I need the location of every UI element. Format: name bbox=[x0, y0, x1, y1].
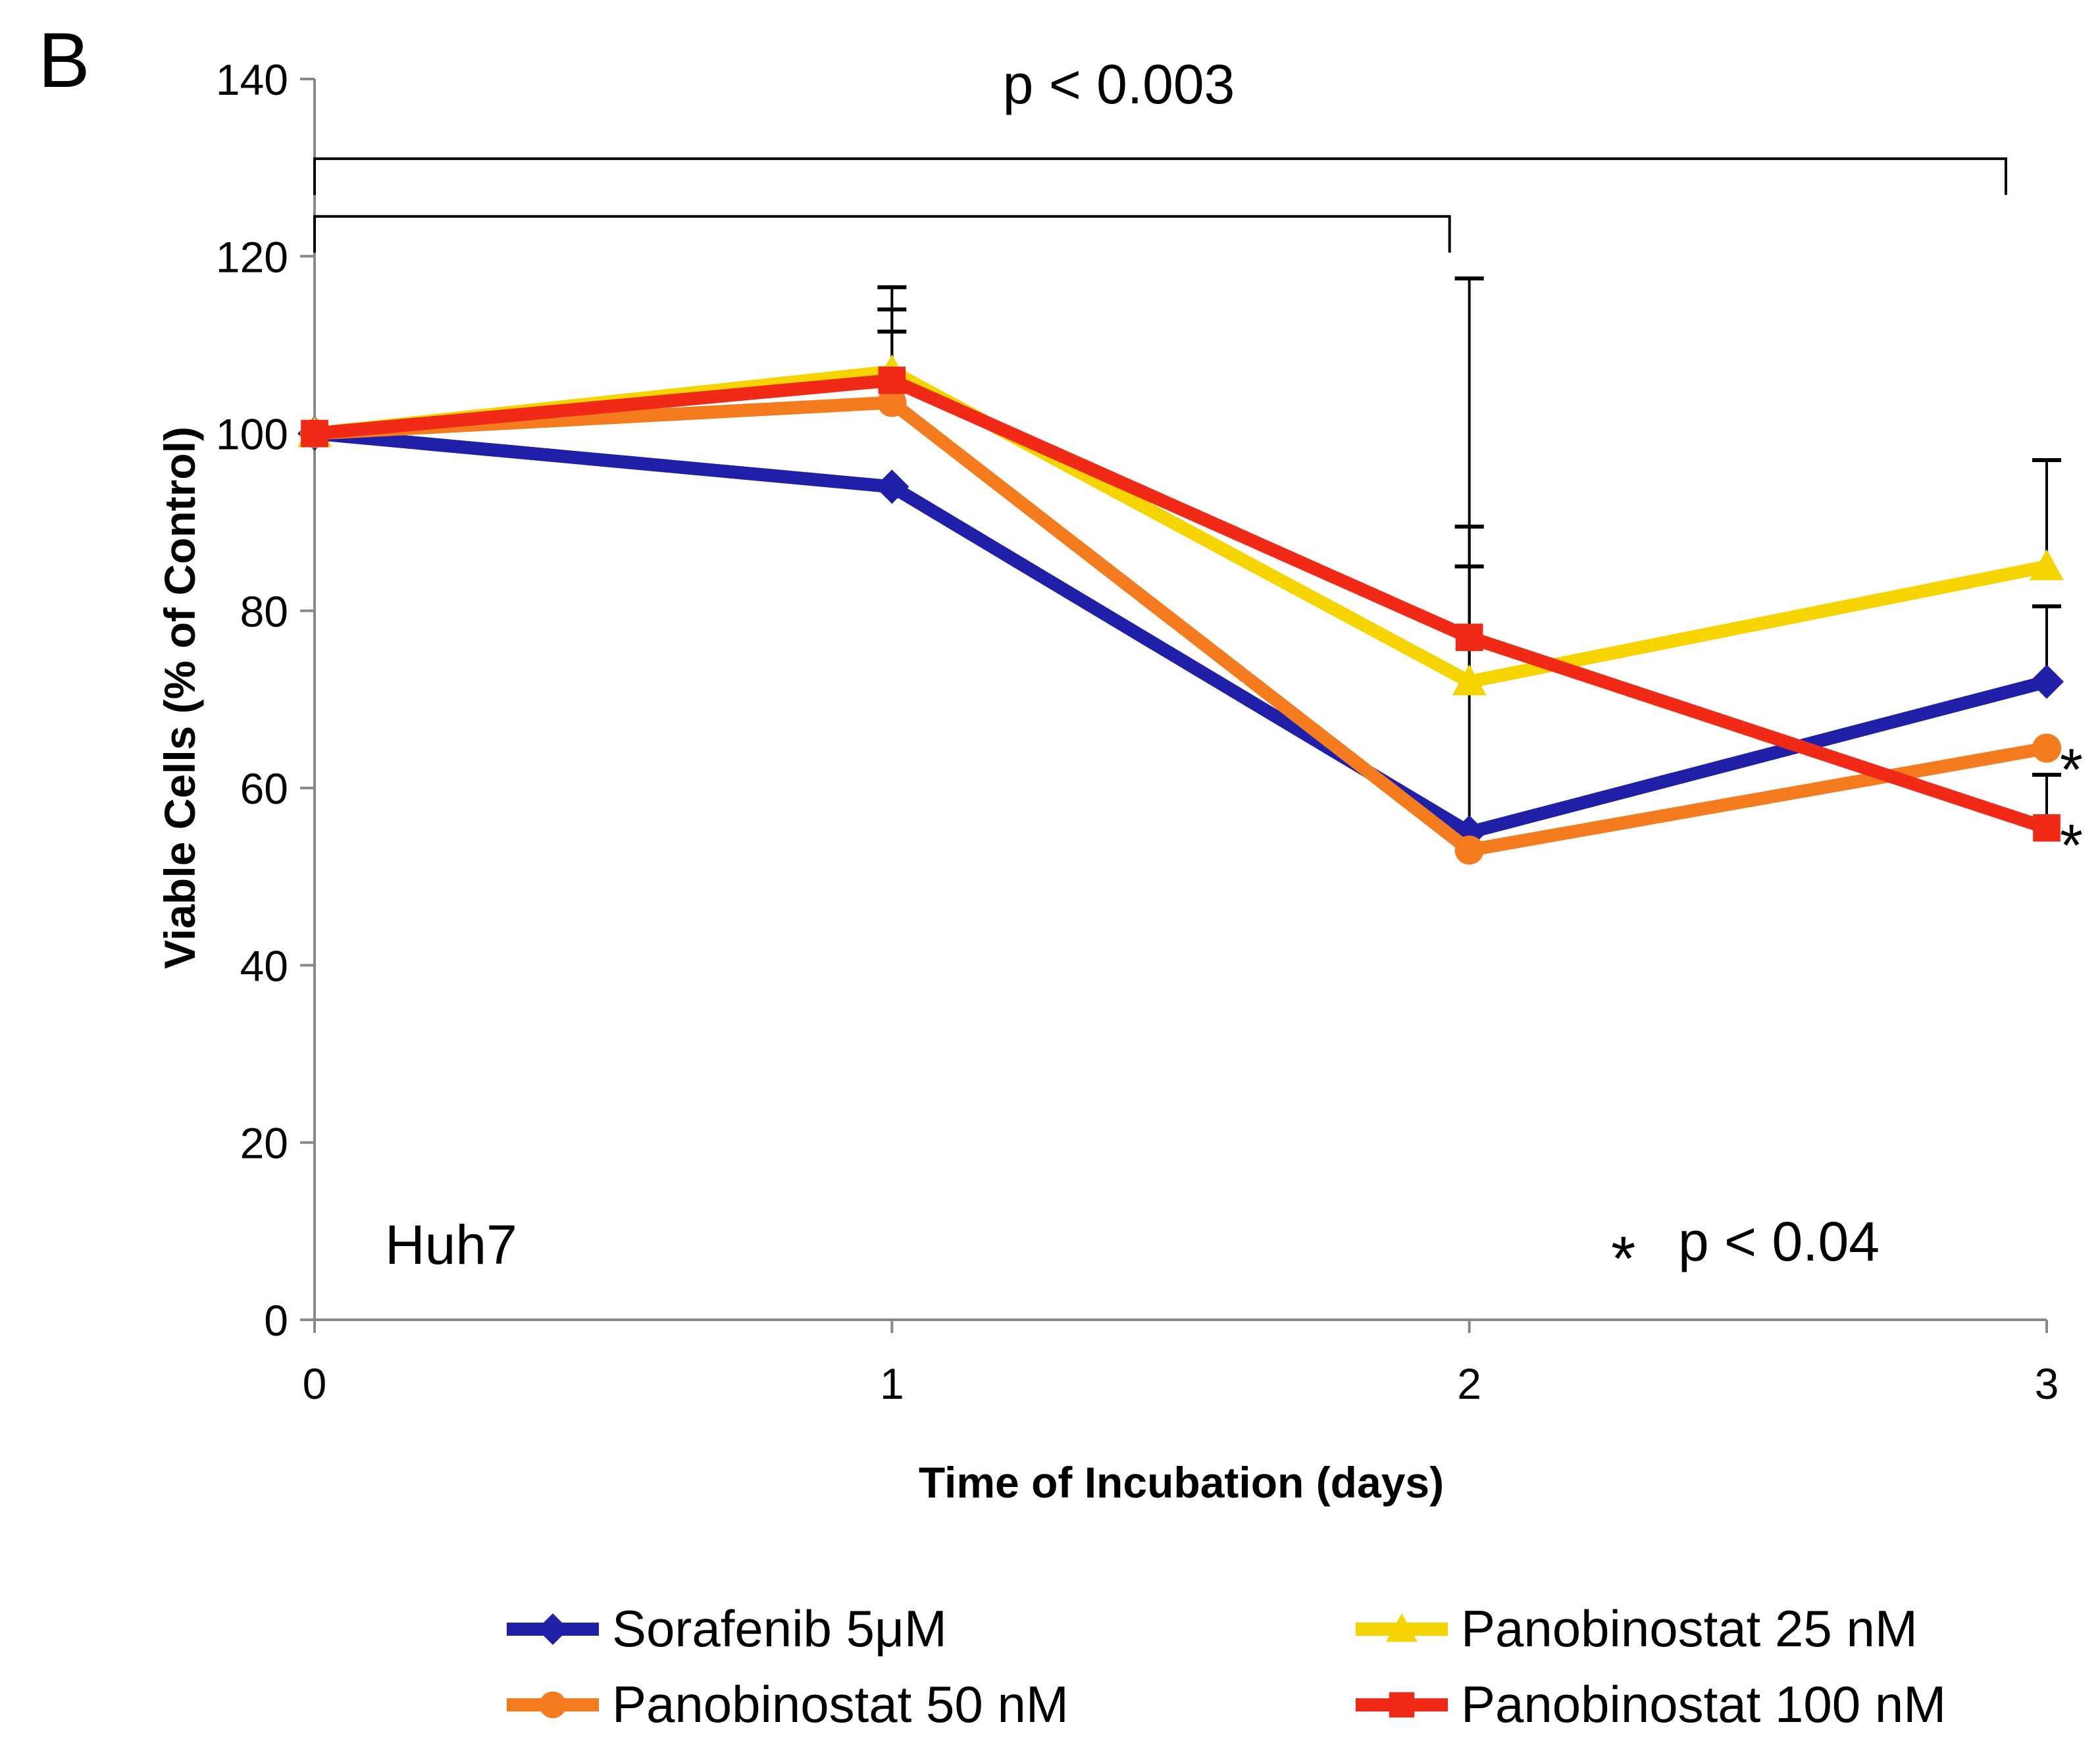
series-lines bbox=[297, 354, 2064, 865]
panel-label: B bbox=[38, 17, 90, 104]
legend-item: Panobinostat 50 nM bbox=[507, 1675, 1069, 1733]
point-marker bbox=[537, 1613, 569, 1645]
series-line bbox=[308, 373, 2053, 835]
legend-item: Panobinostat 100 nM bbox=[1356, 1675, 1946, 1733]
x-tick-label: 3 bbox=[2035, 1359, 2059, 1408]
point-marker bbox=[1452, 664, 1487, 696]
y-tick-label: 100 bbox=[216, 410, 288, 459]
y-tick-label: 140 bbox=[216, 55, 288, 104]
point-marker bbox=[1455, 623, 1483, 652]
star-day3-100nM: * bbox=[2060, 813, 2083, 879]
point-marker bbox=[2030, 549, 2064, 581]
point-marker bbox=[1386, 1613, 1418, 1642]
point-marker bbox=[1389, 1692, 1415, 1718]
bracket-0 bbox=[313, 157, 2007, 196]
point-marker bbox=[878, 366, 906, 394]
x-tick-label: 1 bbox=[880, 1359, 904, 1408]
legend-label: Panobinostat 100 nM bbox=[1461, 1675, 1946, 1733]
legend-label: Sorafenib 5μM bbox=[612, 1600, 947, 1657]
cell-line-label: Huh7 bbox=[385, 1214, 517, 1276]
p-value-top: p < 0.003 bbox=[1003, 53, 1235, 115]
axes: 0 20 40 60 80 100 120 140 0 1 2 3 bbox=[216, 55, 2059, 1408]
series-line bbox=[308, 396, 2053, 857]
point-marker bbox=[875, 469, 909, 504]
x-tick-label: 2 bbox=[1457, 1359, 1481, 1408]
series-3 bbox=[301, 366, 2061, 842]
y-tick-label: 20 bbox=[240, 1119, 288, 1168]
legend-label: Panobinostat 25 nM bbox=[1461, 1600, 1918, 1657]
point-marker bbox=[539, 1691, 567, 1719]
legend-label: Panobinostat 50 nM bbox=[612, 1675, 1069, 1733]
y-axis-title: Viable Cells (% of Control) bbox=[155, 427, 204, 969]
y-tick-label: 0 bbox=[264, 1296, 288, 1345]
y-tick-label: 60 bbox=[240, 764, 288, 813]
point-marker bbox=[301, 419, 328, 448]
point-marker bbox=[2030, 664, 2064, 699]
y-tick-label: 80 bbox=[240, 587, 288, 636]
bracket-1 bbox=[313, 215, 1451, 253]
p-star-symbol: * bbox=[1611, 1224, 1635, 1294]
series-line bbox=[308, 427, 2053, 839]
p-value-bottom: p < 0.04 bbox=[1678, 1211, 1880, 1272]
legend: Sorafenib 5μM Panobinostat 25 nM Panobinos… bbox=[507, 1600, 1946, 1733]
x-tick-label: 0 bbox=[303, 1359, 327, 1408]
point-marker bbox=[2032, 733, 2062, 763]
star-day3-50nM: * bbox=[2060, 737, 2083, 803]
point-marker bbox=[1454, 835, 1484, 865]
point-marker bbox=[2033, 814, 2061, 842]
y-tick-label: 120 bbox=[216, 232, 288, 281]
point-marker bbox=[877, 388, 907, 417]
error-bars bbox=[877, 276, 2061, 850]
legend-item: Panobinostat 25 nM bbox=[1356, 1600, 1918, 1657]
legend-item: Sorafenib 5μM bbox=[507, 1600, 947, 1657]
significance-brackets bbox=[313, 157, 2007, 253]
y-tick-label: 40 bbox=[240, 941, 288, 990]
x-axis-title: Time of Incubation (days) bbox=[919, 1458, 1444, 1507]
